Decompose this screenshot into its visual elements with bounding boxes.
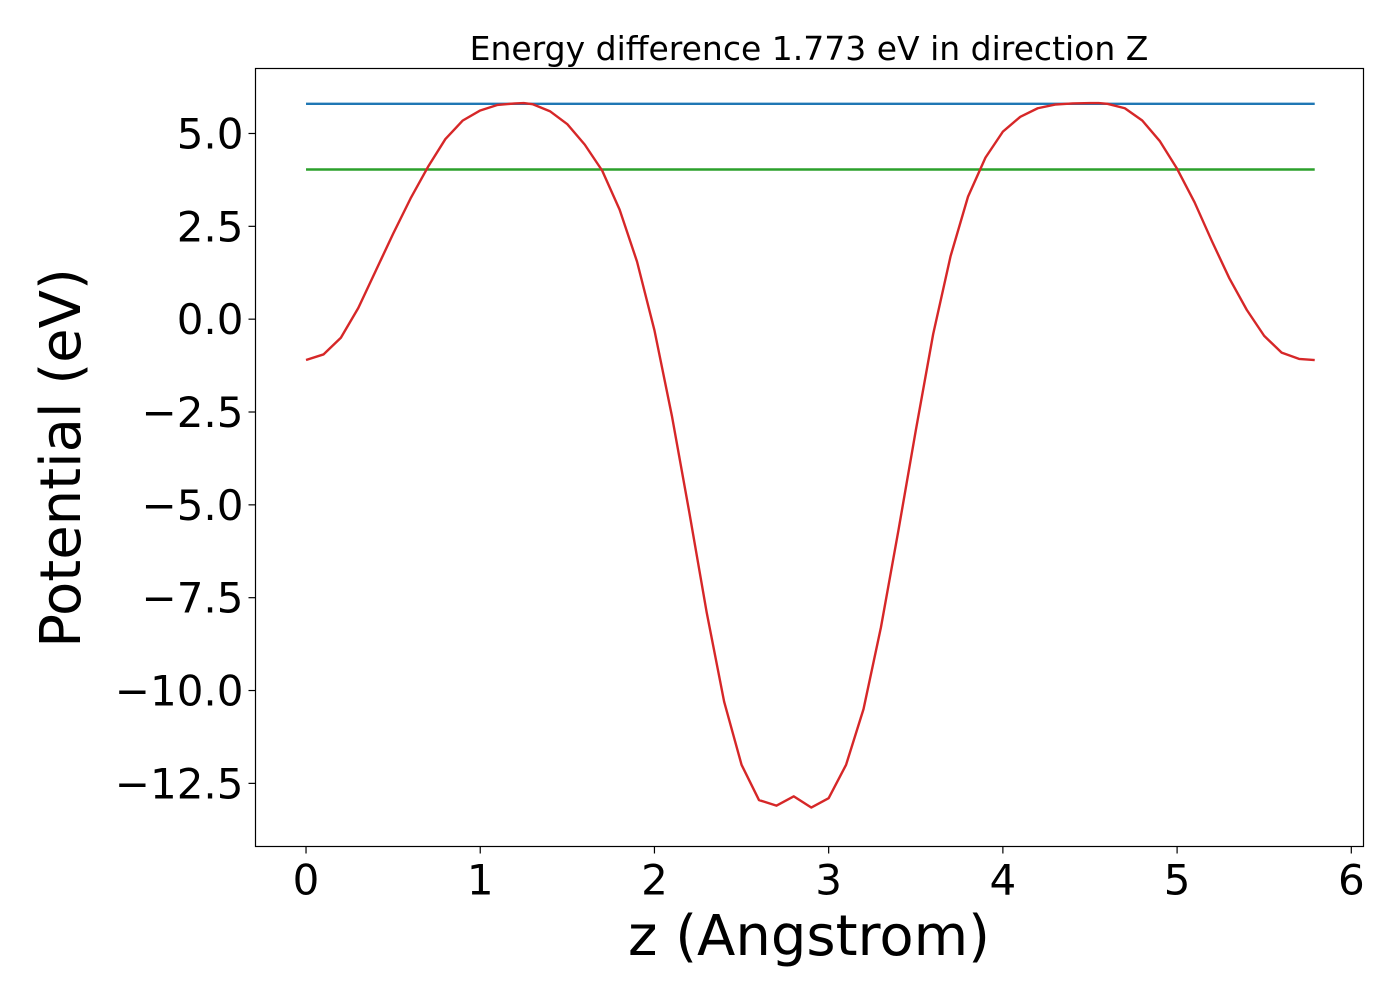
y-tick-label-2: 0.0 [177,295,244,344]
x-tick-label-6: 6 [1338,856,1365,905]
y-tick-label-1: 2.5 [177,202,244,251]
x-tick-label-0: 0 [293,856,320,905]
x-axis: 0 1 2 3 4 5 6 [293,846,1365,905]
y-tick-label-3: −2.5 [142,388,244,437]
y-axis-label: Potential (eV) [29,268,94,648]
plot-frame [254,67,1365,848]
y-tick-label-4: −5.0 [142,481,244,530]
y-tick-label-7: −12.5 [115,759,244,808]
x-tick-label-2: 2 [641,856,668,905]
y-axis: 5.0 2.5 0.0 −2.5 −5.0 −7.5 −10.0 −12.5 [115,109,256,808]
x-axis-label: z (Angstrom) [628,904,990,969]
y-tick-label-6: −10.0 [115,667,244,716]
x-tick-label-1: 1 [467,856,494,905]
series-line-2 [305,101,1315,809]
x-tick-label-4: 4 [990,856,1017,905]
chart-title: Energy difference 1.773 eV in direction … [470,29,1149,68]
x-tick-label-3: 3 [815,856,842,905]
y-tick-label-0: 5.0 [177,109,244,158]
y-tick-label-5: −7.5 [142,574,244,623]
x-tick-label-5: 5 [1164,856,1191,905]
series-layer [305,101,1315,809]
